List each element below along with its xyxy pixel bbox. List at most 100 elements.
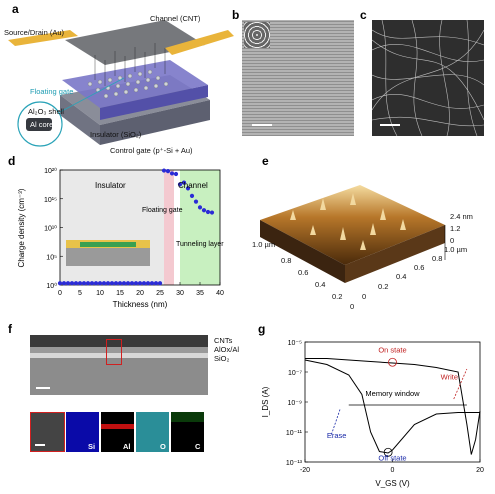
data-point xyxy=(161,168,167,173)
y-tick-label: 10⁻¹³ xyxy=(286,460,303,467)
data-point xyxy=(209,210,215,215)
layer-label-sio2: SiO₂ xyxy=(214,354,230,363)
inset-substrate xyxy=(66,248,150,266)
eds-label-al: Al xyxy=(123,442,131,451)
insulator-side xyxy=(100,85,208,120)
y-tick-label: 10¹⁵ xyxy=(44,197,57,204)
channel-pillars xyxy=(94,43,166,86)
x-tick-label: 35 xyxy=(196,290,204,297)
floating-gate-particles xyxy=(87,69,169,99)
write-label: Write xyxy=(441,373,458,382)
afm-z-tick-2: 0 xyxy=(450,236,455,245)
x-tick-label: 5 xyxy=(78,290,82,297)
y-tick-label: 10⁻¹¹ xyxy=(286,430,303,437)
inset-pointer xyxy=(59,77,125,113)
panel-e-label: e xyxy=(262,154,269,168)
off-state-label: Off state xyxy=(378,454,406,463)
afm-x-tick-3: 0.4 xyxy=(315,280,326,289)
eds-row xyxy=(30,412,208,452)
data-point xyxy=(73,281,79,286)
data-point xyxy=(81,281,87,286)
x-axis-label: V_GS (V) xyxy=(375,479,410,488)
y-tick-label: 10²⁰ xyxy=(44,167,57,175)
data-point xyxy=(121,281,127,286)
annotation-floating-gate: Floating gate xyxy=(142,207,183,214)
layer-label-aloxal: AlOx/Al xyxy=(214,345,240,354)
data-point xyxy=(185,186,191,191)
data-point xyxy=(177,182,183,187)
region-label-channel: Channel xyxy=(178,181,208,190)
substrate-right xyxy=(100,100,210,145)
tem-cross-section xyxy=(30,335,208,395)
x-tick-label: 15 xyxy=(116,290,124,297)
data-point xyxy=(157,281,163,286)
source-electrode xyxy=(8,30,78,46)
on-state-label: On state xyxy=(378,346,406,355)
afm-y-tick-0: 1.0 µm xyxy=(444,245,468,254)
y-tick-label: 10⁻⁵ xyxy=(288,340,302,347)
x-tick-label: 0 xyxy=(391,467,395,474)
data-point xyxy=(97,281,103,286)
afm-x-tick-5: 0 xyxy=(350,302,355,311)
panel-c-label: c xyxy=(360,8,367,22)
on-state-marker xyxy=(388,357,397,367)
data-point xyxy=(117,281,123,286)
x-tick-label: 20 xyxy=(476,467,484,474)
afm-x-tick-0: 1.0 µm xyxy=(252,240,276,249)
annotation-tunneling-layer: Tunneling layer xyxy=(176,241,224,248)
afm-z-tick-1: 1.2 xyxy=(450,224,461,233)
transfer-curve-chart: 10⁻⁵ 10⁻⁷ 10⁻⁹ 10⁻¹¹ 10⁻¹³-20 0 20 On state Off … xyxy=(261,340,484,488)
plot-frame xyxy=(304,341,481,463)
region-label-insulator: Insulator xyxy=(95,181,126,190)
sem-image-cnt-network xyxy=(372,20,484,136)
tem-roi-box xyxy=(106,339,122,365)
y-tick-label: 10⁵ xyxy=(46,254,57,261)
x-tick-label: 25 xyxy=(156,290,164,297)
scale-bar-eds xyxy=(35,444,45,446)
x-tick-label: 10 xyxy=(96,290,104,297)
label-source-drain: Source/Drain (Au) xyxy=(4,28,65,37)
x-tick-label: 40 xyxy=(216,290,224,297)
data-point xyxy=(89,281,95,286)
data-point xyxy=(113,281,119,286)
al-core xyxy=(26,118,52,131)
afm-y-tick-5: 0 xyxy=(362,292,367,301)
data-point xyxy=(205,209,211,215)
data-point xyxy=(125,281,131,286)
y-axis-label: Charge density (cm⁻³) xyxy=(17,188,26,267)
afm-x-tick-2: 0.6 xyxy=(298,268,309,277)
y-tick-label: 10¹⁰ xyxy=(44,225,57,233)
afm-y-tick-2: 0.6 xyxy=(414,263,425,272)
eds-al-map xyxy=(101,412,134,452)
data-point xyxy=(197,205,203,210)
x-axis-label: Thickness (nm) xyxy=(113,300,168,309)
x-tick-label: 20 xyxy=(136,290,144,297)
label-control-gate: Control gate (p⁺-Si + Au) xyxy=(110,146,193,155)
band-0 xyxy=(164,170,174,285)
y-tick-label: 10⁰ xyxy=(46,282,57,290)
data-point xyxy=(141,281,147,286)
x-tick-label: 0 xyxy=(58,290,62,297)
write-arrow xyxy=(453,368,468,400)
afm-y-tick-3: 0.4 xyxy=(396,272,407,281)
y-tick-label: 10⁻⁷ xyxy=(288,370,302,377)
eds-label-o: O xyxy=(160,442,166,451)
channel-sheet xyxy=(65,20,205,65)
eds-si-map xyxy=(66,412,99,452)
band-1 xyxy=(174,170,180,285)
scale-bar-c xyxy=(380,124,400,126)
label-core: Al core xyxy=(30,120,54,129)
data-point xyxy=(69,281,75,286)
panel-g-label: g xyxy=(258,322,266,336)
transfer-curve-0 xyxy=(305,358,481,455)
scale-bar-b xyxy=(252,124,272,126)
eds-label-si: Si xyxy=(88,442,96,451)
data-point xyxy=(201,208,207,213)
eds-haadf xyxy=(30,412,65,452)
eds-label-c: C xyxy=(195,442,201,451)
afm-y-tick-4: 0.2 xyxy=(378,282,389,291)
label-insulator: Insulator (SiO₂) xyxy=(90,130,142,139)
data-point xyxy=(173,171,179,177)
eds-o-map xyxy=(136,412,169,452)
data-point xyxy=(61,281,67,286)
